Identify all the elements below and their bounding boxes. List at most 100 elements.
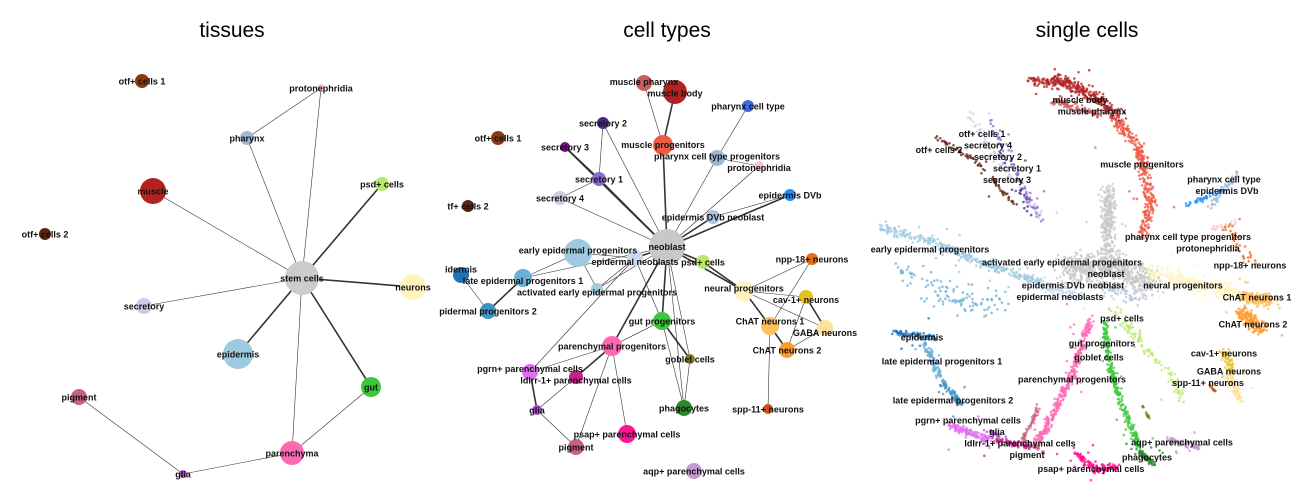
node-psd-cells[interactable] <box>696 255 710 269</box>
cell-point-epidermal-neoblasts <box>1083 307 1086 310</box>
node-late-epidermal-progenitors-1[interactable] <box>514 269 532 287</box>
node-cav-1-neurons[interactable] <box>799 290 813 304</box>
node-otf-cells-1[interactable] <box>491 131 505 145</box>
cell-point-early-epidermal-progenitors <box>936 244 940 248</box>
cell-point-parenchymal-progenitors <box>1080 332 1084 336</box>
cell-point-late-epidermal-progenitors-1 <box>937 373 941 377</box>
cell-point-muscle-progenitors <box>1154 198 1157 202</box>
cell-point-otf-cells-2 <box>994 180 998 183</box>
cell-point-neoblast <box>1074 269 1078 273</box>
cell-point-early-epidermal-progenitors <box>878 223 882 227</box>
node-phagocytes[interactable] <box>676 400 692 416</box>
cell-point-late-epidermal-progenitors-1 <box>983 308 986 312</box>
cell-point-secretory-4 <box>984 154 987 157</box>
node-muscle-pharynx[interactable] <box>636 75 652 91</box>
node-gut[interactable] <box>361 377 381 397</box>
node-activated-early-epidermal-progenitors[interactable] <box>591 283 603 295</box>
node-psap-parenchymal-cells[interactable] <box>618 425 636 443</box>
cell-point-neoblast <box>1145 294 1148 298</box>
cell-point-early-epidermal-progenitors <box>988 262 991 266</box>
node-label-glia: glia <box>175 469 191 479</box>
node-muscle[interactable] <box>140 178 166 204</box>
cell-point-neoblast <box>1124 277 1128 281</box>
cell-point-neoblast <box>1125 281 1129 285</box>
node-label-secretory-2: secretory 2 <box>579 118 627 128</box>
node-tf-cells-2[interactable] <box>462 200 474 212</box>
cell-point-late-epidermal-progenitors-1 <box>929 270 933 274</box>
cell-point-gut-progenitors <box>1117 397 1121 401</box>
node-pharynx-cell-type[interactable] <box>742 100 754 112</box>
node-otf-cells-2[interactable] <box>39 228 51 240</box>
node-pharynx[interactable] <box>240 131 254 145</box>
cell-point-late-epidermal-progenitors-1 <box>987 305 991 309</box>
node-parenchyma[interactable] <box>280 441 304 465</box>
node-neurons[interactable] <box>400 274 426 300</box>
node-pigment[interactable] <box>568 439 584 455</box>
node-glia[interactable] <box>179 470 187 478</box>
node-chat-neurons-1[interactable] <box>761 317 779 335</box>
cell-point-early-epidermal-progenitors <box>949 248 952 252</box>
node-aqp-parenchymal-cells[interactable] <box>686 463 702 479</box>
node-muscle-body[interactable] <box>663 80 687 104</box>
node-gaba-neurons[interactable] <box>817 320 833 336</box>
node-early-epidermal-progenitors[interactable] <box>564 239 592 267</box>
cell-point-late-epidermal-progenitors-1 <box>927 346 931 350</box>
node-ldlrr-1-parenchymal-cells[interactable] <box>569 370 583 384</box>
node-muscle-progenitors[interactable] <box>653 135 673 155</box>
cell-point-secretory-4 <box>995 153 999 156</box>
cell-point-neoblast <box>1086 253 1090 257</box>
node-secretory[interactable] <box>136 298 152 314</box>
node-stem-cells[interactable] <box>285 261 319 295</box>
cell-point-late-epidermal-progenitors-1 <box>934 374 938 377</box>
node-neoblast[interactable] <box>649 229 685 265</box>
node-idermis[interactable] <box>453 267 469 283</box>
cell-point-muscle-progenitors <box>1128 190 1131 193</box>
cell-point-muscle-progenitors <box>1120 118 1124 121</box>
node-chat-neurons-2[interactable] <box>779 342 795 358</box>
node-secretory-3[interactable] <box>560 142 570 152</box>
node-glia[interactable] <box>532 405 542 415</box>
node-epidermis-dvb-neoblast[interactable] <box>706 210 720 224</box>
cell-point-otf-cells-2 <box>954 148 958 151</box>
cell-point-late-epidermal-progenitors-1 <box>967 283 970 286</box>
cell-point-npp-18-neurons <box>1248 251 1252 254</box>
cell-point-early-epidermal-progenitors <box>978 260 982 263</box>
cell-point-late-epidermal-progenitors-1 <box>971 301 974 304</box>
node-pidermal-progenitors-2[interactable] <box>480 303 496 319</box>
node-gut-progenitors[interactable] <box>653 312 671 330</box>
node-secretory-1[interactable] <box>592 172 606 186</box>
cell-point-gut-progenitors <box>1104 331 1107 335</box>
cell-point-gut-progenitors <box>1107 367 1110 371</box>
cell-point-psd-cells <box>1142 349 1145 353</box>
node-npp-18-neurons[interactable] <box>806 253 818 265</box>
node-pgrn-parenchymal-cells[interactable] <box>522 364 538 380</box>
node-parenchymal-progenitors[interactable] <box>602 336 622 356</box>
node-protonephridia[interactable] <box>317 84 325 92</box>
cell-point-pgrn-parenchymal-cells <box>964 433 968 437</box>
cell-point-muscle-progenitors <box>1137 170 1140 174</box>
node-epidermal-neoblasts[interactable] <box>627 250 643 266</box>
node-spp-11-neurons[interactable] <box>763 404 773 414</box>
node-epidermis[interactable] <box>223 339 253 369</box>
cell-point-gut-progenitors <box>1124 413 1128 416</box>
cell-point-neural-progenitors <box>1202 293 1206 297</box>
cell-point-epidermis-dvb-neoblast <box>1115 292 1118 296</box>
node-epidermis-dvb[interactable] <box>784 189 796 201</box>
cell-point-pgrn-parenchymal-cells <box>960 431 964 434</box>
node-pigment[interactable] <box>71 389 87 405</box>
node-secretory-4[interactable] <box>553 191 567 205</box>
cell-point-psd-cells <box>1169 372 1172 376</box>
node-goblet-cells[interactable] <box>685 354 695 364</box>
cell-point-muscle-progenitors <box>1137 141 1140 144</box>
node-label-parenchyma: parenchyma <box>265 448 319 458</box>
cell-point-neoblast <box>1105 234 1109 238</box>
cell-point-pgrn-parenchymal-cells <box>969 429 973 433</box>
node-protonephridia[interactable] <box>754 161 764 171</box>
node-neural-progenitors[interactable] <box>734 281 754 301</box>
cell-point-neoblast <box>1151 293 1154 297</box>
cell-point-chat-neurons-2 <box>1253 330 1256 333</box>
node-secretory-2[interactable] <box>597 117 609 129</box>
node-psd-cells[interactable] <box>375 177 389 191</box>
node-pharynx-cell-type-progenitors[interactable] <box>709 150 725 166</box>
node-otf-cells-1[interactable] <box>135 74 149 88</box>
